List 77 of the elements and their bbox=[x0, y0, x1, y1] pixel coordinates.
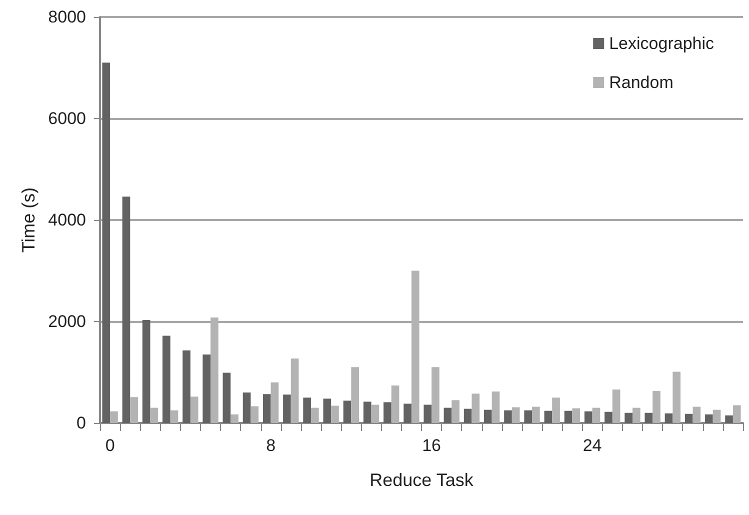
bar bbox=[222, 372, 231, 423]
bar bbox=[331, 406, 339, 423]
y-axis-title: Time (s) bbox=[18, 187, 38, 253]
bar bbox=[444, 408, 452, 423]
bar bbox=[310, 408, 319, 423]
bar bbox=[303, 398, 311, 423]
bar bbox=[624, 412, 632, 423]
bar bbox=[532, 406, 540, 423]
bar bbox=[492, 392, 500, 423]
x-tick-label: 8 bbox=[266, 436, 276, 455]
bar bbox=[384, 402, 392, 423]
bar bbox=[664, 413, 673, 423]
y-tick-label: 8000 bbox=[48, 8, 86, 26]
bar bbox=[732, 405, 741, 423]
bar bbox=[544, 410, 552, 423]
bar bbox=[692, 406, 701, 423]
bar bbox=[202, 354, 211, 423]
bar bbox=[725, 415, 733, 423]
bar bbox=[524, 410, 532, 423]
x-tick-label: 0 bbox=[105, 436, 115, 455]
bar bbox=[371, 404, 380, 423]
bar bbox=[604, 412, 612, 423]
bar bbox=[632, 408, 640, 423]
bar bbox=[270, 382, 279, 423]
bar bbox=[110, 411, 118, 423]
bar bbox=[242, 392, 251, 423]
bar bbox=[452, 400, 460, 423]
legend-label: Random bbox=[609, 73, 674, 92]
bar bbox=[162, 336, 170, 423]
bar bbox=[672, 372, 681, 423]
bar bbox=[432, 367, 440, 423]
bar bbox=[684, 414, 693, 423]
bar bbox=[150, 408, 158, 423]
x-axis-title: Reduce Task bbox=[370, 470, 474, 490]
bar bbox=[122, 196, 130, 423]
bar bbox=[290, 358, 299, 423]
bar bbox=[705, 414, 713, 423]
bar bbox=[404, 404, 412, 423]
legend-label: Lexicographic bbox=[609, 34, 714, 53]
bar bbox=[644, 412, 653, 423]
bar bbox=[584, 411, 592, 423]
bar bbox=[484, 410, 492, 423]
bar bbox=[472, 394, 480, 423]
bar bbox=[564, 410, 572, 423]
bar bbox=[190, 396, 198, 423]
bar bbox=[512, 407, 520, 423]
bar bbox=[343, 400, 352, 423]
bar bbox=[250, 406, 259, 423]
bar bbox=[170, 410, 178, 423]
bar bbox=[592, 408, 600, 423]
y-tick-label: 2000 bbox=[48, 312, 86, 331]
bar bbox=[712, 410, 721, 423]
bar bbox=[391, 385, 400, 423]
bar bbox=[323, 398, 332, 423]
bar bbox=[424, 404, 432, 423]
bar bbox=[552, 398, 560, 423]
bar bbox=[363, 402, 372, 423]
y-tick-label: 4000 bbox=[48, 210, 86, 230]
bar bbox=[464, 408, 472, 423]
x-tick-label: 24 bbox=[582, 436, 602, 455]
bar bbox=[142, 320, 150, 423]
bar bbox=[182, 350, 190, 423]
bar bbox=[102, 62, 110, 423]
bar bbox=[572, 408, 580, 423]
bar bbox=[612, 390, 620, 423]
bar bbox=[130, 397, 138, 423]
bar bbox=[504, 410, 512, 423]
bar bbox=[210, 317, 218, 423]
bar bbox=[351, 367, 360, 423]
bar bbox=[652, 391, 660, 423]
y-tick-label: 6000 bbox=[48, 109, 86, 128]
bar bbox=[262, 394, 271, 423]
y-tick-label: 0 bbox=[76, 414, 86, 432]
bar bbox=[230, 414, 238, 423]
x-tick-label: 16 bbox=[422, 436, 442, 455]
bar bbox=[283, 394, 291, 423]
bar bbox=[411, 270, 420, 423]
